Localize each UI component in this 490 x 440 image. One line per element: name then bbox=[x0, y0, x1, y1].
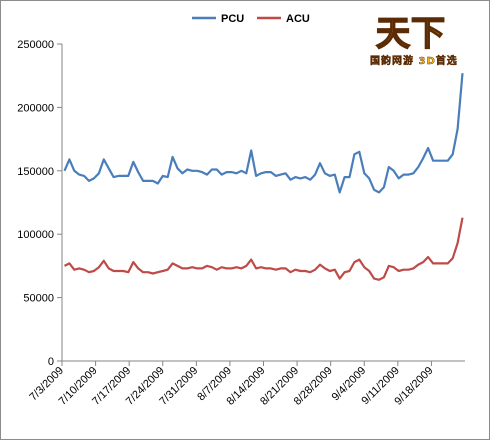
series-line-pcu bbox=[63, 73, 464, 194]
y-tick-label: 150000 bbox=[17, 166, 54, 178]
y-tick-label: 250000 bbox=[17, 39, 54, 51]
legend-label-pcu: PCU bbox=[221, 13, 244, 25]
y-tick-label: 100000 bbox=[17, 229, 54, 241]
series-line-acu bbox=[64, 217, 464, 281]
y-tick-label: 200000 bbox=[17, 102, 54, 114]
y-tick-label: 0 bbox=[48, 356, 54, 368]
logo-sub-text: 国韵网游 3D首选 bbox=[370, 56, 458, 67]
game-logo: 天下 国韵网游 3D首选 bbox=[368, 6, 480, 72]
y-tick-label: 50000 bbox=[23, 293, 54, 305]
plot-area bbox=[63, 73, 464, 281]
x-axis: 7/3/20097/10/20097/17/20097/24/20097/31/… bbox=[27, 360, 465, 408]
logo-main-text: 天下 bbox=[375, 13, 446, 55]
y-axis: 0 50000 100000 150000 200000 250000 bbox=[17, 39, 63, 368]
legend: PCU ACU bbox=[192, 13, 310, 25]
legend-label-acu: ACU bbox=[286, 13, 310, 25]
